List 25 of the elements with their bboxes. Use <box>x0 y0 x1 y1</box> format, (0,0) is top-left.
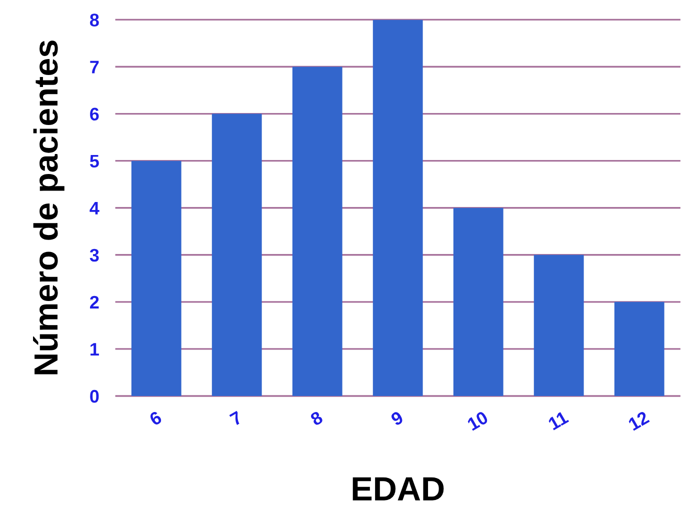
bar <box>614 302 664 396</box>
bar <box>372 20 423 396</box>
y-tick-label: 4 <box>90 202 100 214</box>
y-tick-label: 5 <box>90 154 99 168</box>
x-tick-label: 6 <box>148 410 163 426</box>
bar <box>534 254 584 396</box>
x-tick-label: 12 <box>628 410 650 431</box>
x-tick-label: 10 <box>466 410 489 431</box>
bar <box>453 208 504 396</box>
bar <box>212 114 262 396</box>
y-tick-label: 7 <box>90 60 99 74</box>
bar <box>292 66 342 396</box>
y-tick-label: 3 <box>90 248 99 262</box>
x-tick-label: 11 <box>548 410 570 430</box>
y-tick-label: 0 <box>90 390 99 403</box>
x-axis-title: EDAD <box>352 477 444 500</box>
x-tick-label: 7 <box>229 410 243 426</box>
x-tick-label: 9 <box>390 410 404 426</box>
bar <box>131 160 182 396</box>
y-tick-label: 1 <box>90 343 99 356</box>
y-tick-label: 8 <box>90 14 99 26</box>
x-tick-label: 8 <box>310 410 324 426</box>
y-axis-title: Número de pacientes <box>33 40 64 374</box>
y-tick-label: 2 <box>90 296 99 308</box>
y-tick-label: 6 <box>90 108 99 121</box>
